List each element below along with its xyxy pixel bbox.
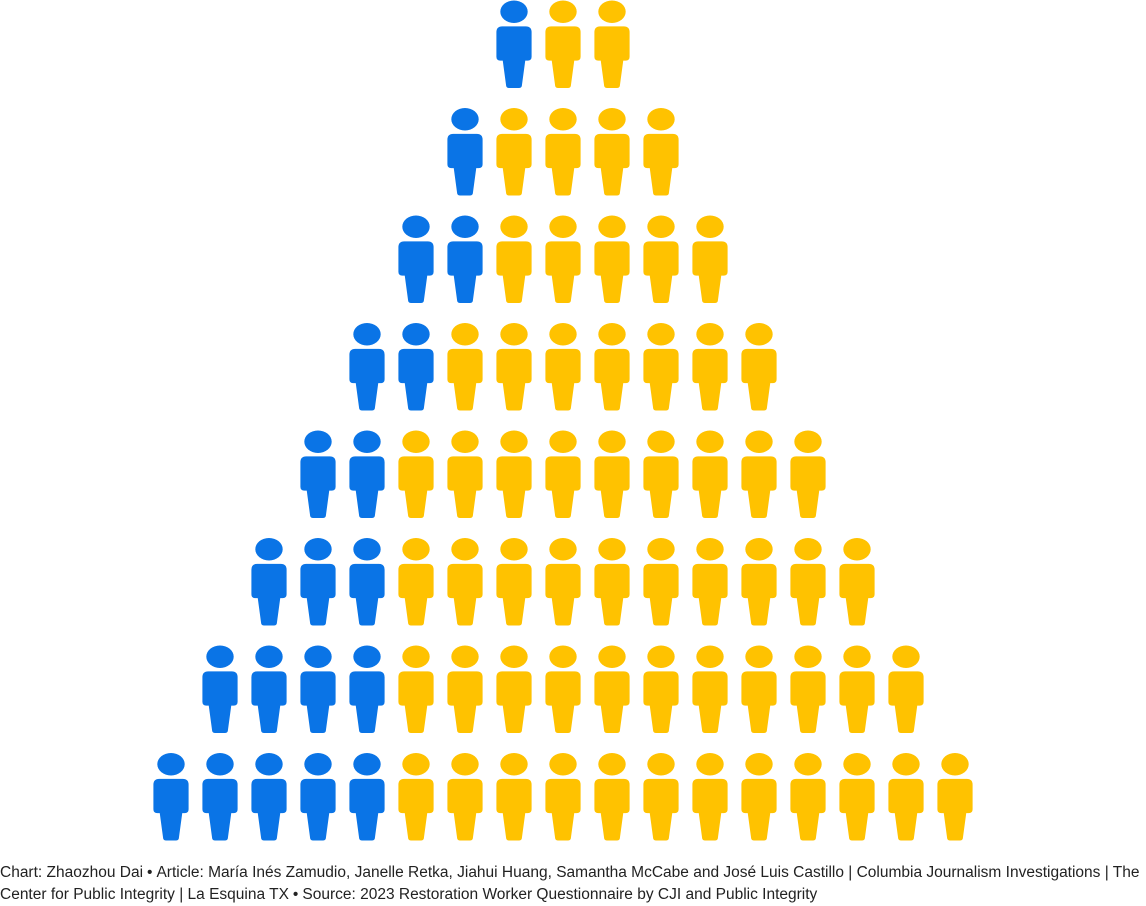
person-icon: [496, 215, 532, 303]
person-icon: [545, 107, 581, 196]
person-icon: [839, 537, 875, 626]
person-icon: [692, 322, 728, 411]
person-icon: [496, 752, 532, 841]
person-icon: [398, 430, 434, 518]
person-icon: [545, 537, 581, 626]
icon-row: [398, 215, 728, 303]
icon-row: [300, 430, 826, 518]
person-icon: [692, 537, 728, 626]
person-icon-highlighted: [349, 537, 385, 626]
person-icon: [839, 752, 875, 841]
person-icon: [692, 752, 728, 841]
person-icon: [545, 322, 581, 411]
person-icon: [545, 215, 581, 303]
person-icon: [496, 322, 532, 411]
person-icon-highlighted: [251, 752, 287, 841]
person-icon: [643, 430, 679, 518]
person-icon-highlighted: [447, 215, 483, 303]
person-icon: [692, 215, 728, 303]
person-icon-highlighted: [349, 752, 385, 841]
person-icon: [545, 752, 581, 841]
person-icon: [447, 430, 483, 518]
person-icon: [594, 322, 630, 411]
person-icon: [398, 645, 434, 733]
person-icon-highlighted: [447, 107, 483, 196]
person-icon: [643, 322, 679, 411]
icon-rows: [153, 0, 973, 841]
person-icon: [692, 430, 728, 518]
person-icon: [398, 537, 434, 626]
person-icon: [496, 107, 532, 196]
person-icon-highlighted: [202, 645, 238, 733]
person-icon: [790, 430, 826, 518]
icon-row: [153, 752, 973, 841]
person-icon-highlighted: [349, 645, 385, 733]
person-icon: [888, 645, 924, 733]
person-icon-highlighted: [251, 537, 287, 626]
person-icon: [594, 752, 630, 841]
person-icon: [643, 645, 679, 733]
icon-row: [447, 107, 679, 196]
icon-row: [251, 537, 875, 626]
person-icon: [839, 645, 875, 733]
person-icon: [741, 645, 777, 733]
person-icon: [888, 752, 924, 841]
person-icon: [496, 537, 532, 626]
person-icon: [594, 645, 630, 733]
person-icon: [741, 322, 777, 411]
person-icon: [398, 752, 434, 841]
person-icon: [594, 107, 630, 196]
person-icon: [643, 537, 679, 626]
person-icon-highlighted: [300, 430, 336, 518]
pictogram-chart: [153, 0, 973, 841]
person-icon: [447, 752, 483, 841]
person-icon: [643, 107, 679, 196]
person-icon-highlighted: [349, 322, 385, 411]
credit-separator: •: [292, 886, 299, 903]
article-credit: Article: María Inés Zamudio, Janelle Ret…: [0, 864, 1140, 903]
person-icon: [594, 537, 630, 626]
person-icon-highlighted: [251, 645, 287, 733]
person-icon-highlighted: [202, 752, 238, 841]
person-icon: [545, 645, 581, 733]
person-icon: [937, 752, 973, 841]
person-icon: [741, 430, 777, 518]
person-icon: [643, 215, 679, 303]
person-icon-highlighted: [300, 537, 336, 626]
icon-row: [202, 645, 924, 733]
person-icon: [447, 645, 483, 733]
person-icon: [741, 752, 777, 841]
icon-row: [496, 0, 630, 88]
person-icon: [545, 0, 581, 88]
credits-footer: Chart: Zhaozhou Dai • Article: María Inés …: [0, 862, 1146, 906]
chart-credit: Chart: Zhaozhou Dai: [0, 864, 144, 881]
person-icon: [594, 0, 630, 88]
icon-row: [349, 322, 777, 411]
source-credit: Source: 2023 Restoration Worker Question…: [302, 886, 818, 903]
person-icon-highlighted: [300, 645, 336, 733]
person-icon: [447, 537, 483, 626]
person-icon: [692, 645, 728, 733]
credit-separator: •: [147, 864, 153, 881]
person-icon-highlighted: [349, 430, 385, 518]
person-icon: [790, 537, 826, 626]
person-icon: [594, 430, 630, 518]
person-icon: [447, 322, 483, 411]
person-icon-highlighted: [398, 322, 434, 411]
person-icon: [790, 752, 826, 841]
person-icon: [594, 215, 630, 303]
person-icon-highlighted: [300, 752, 336, 841]
person-icon: [496, 430, 532, 518]
person-icon: [643, 752, 679, 841]
person-icon: [790, 645, 826, 733]
person-icon-highlighted: [398, 215, 434, 303]
person-icon-highlighted: [496, 0, 532, 88]
person-icon-highlighted: [153, 752, 189, 841]
person-icon: [496, 645, 532, 733]
person-icon: [741, 537, 777, 626]
person-icon: [545, 430, 581, 518]
